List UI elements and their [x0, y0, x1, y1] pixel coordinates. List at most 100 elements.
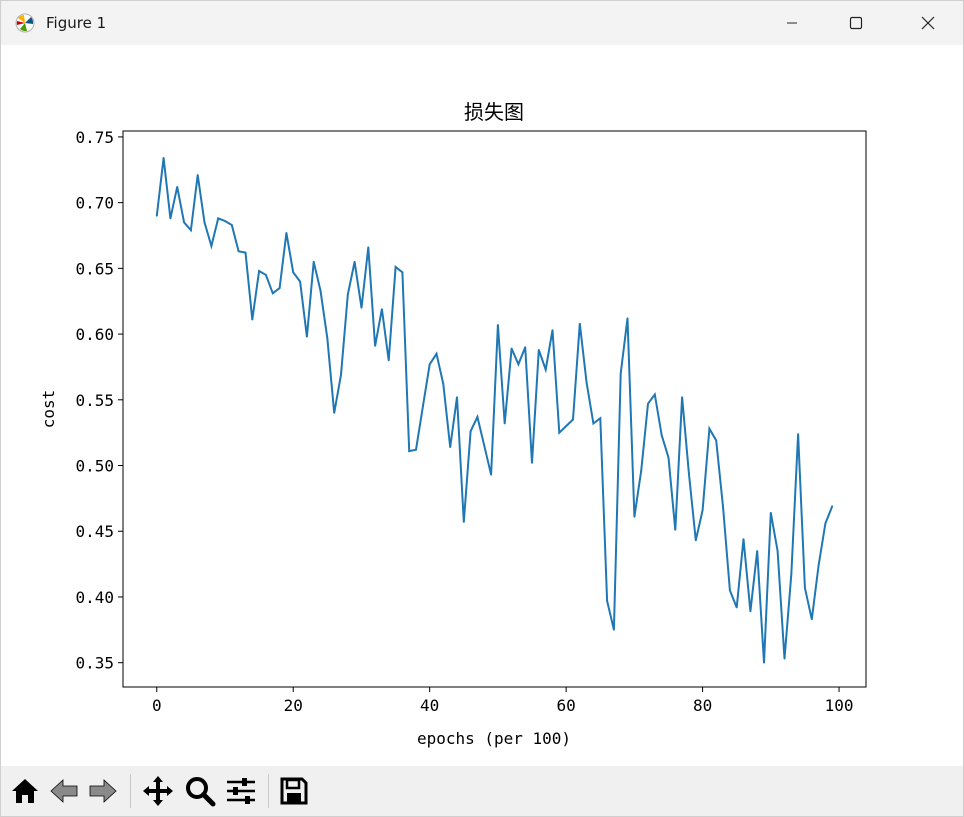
- data-point: [824, 522, 827, 525]
- forward-button[interactable]: [86, 774, 120, 808]
- data-point: [183, 221, 186, 224]
- data-point: [715, 439, 718, 442]
- data-point: [224, 220, 226, 222]
- forward-icon: [89, 779, 117, 803]
- data-point: [688, 472, 690, 475]
- data-point: [442, 383, 445, 385]
- data-point: [790, 573, 793, 576]
- data-point: [326, 337, 329, 339]
- matplotlib-logo-icon: [15, 13, 35, 33]
- data-point: [497, 324, 499, 326]
- data-point: [783, 657, 786, 660]
- y-tick-label: 0.70: [75, 194, 114, 213]
- data-point: [756, 550, 759, 552]
- home-icon: [12, 779, 38, 803]
- x-tick-label: 80: [693, 696, 712, 715]
- data-point: [340, 373, 342, 376]
- data-point: [169, 217, 172, 220]
- data-point: [749, 610, 752, 613]
- y-tick-label: 0.65: [75, 259, 114, 278]
- data-point: [490, 473, 492, 476]
- data-point: [387, 359, 390, 362]
- pan-button[interactable]: [141, 774, 175, 808]
- data-point: [708, 427, 711, 430]
- data-point: [312, 260, 315, 263]
- data-point: [640, 469, 643, 472]
- data-point: [653, 393, 656, 396]
- data-point: [483, 444, 486, 447]
- data-point: [810, 618, 813, 621]
- data-point: [230, 224, 233, 226]
- y-tick-label: 0.40: [75, 588, 114, 607]
- data-point: [271, 292, 274, 295]
- data-point: [694, 539, 697, 542]
- close-icon: [921, 16, 935, 30]
- data-point: [155, 214, 158, 217]
- data-point: [408, 450, 411, 452]
- y-tick-label: 0.60: [75, 325, 114, 344]
- series-line: [155, 157, 834, 663]
- data-point: [244, 251, 247, 254]
- y-tick-label: 0.35: [75, 654, 114, 673]
- data-point: [537, 349, 540, 351]
- data-point: [422, 405, 424, 408]
- zoom-button[interactable]: [183, 774, 217, 808]
- home-button[interactable]: [8, 774, 42, 808]
- x-axis-ticks: 0 20 40 60 80 100: [152, 687, 854, 715]
- data-point: [251, 318, 254, 321]
- data-point: [592, 422, 595, 425]
- navigation-toolbar: [1, 766, 963, 816]
- data-point: [742, 538, 745, 540]
- data-point: [667, 456, 670, 459]
- line-chart: 损失图 0 20 40 60 80 100 0.35 0.40 0.45 0.50 0.55 0.6…: [39, 100, 867, 748]
- data-point: [176, 186, 179, 188]
- configure-subplots-button[interactable]: [224, 774, 258, 808]
- data-point: [265, 274, 267, 276]
- data-point: [367, 246, 370, 249]
- data-point: [510, 347, 513, 350]
- data-point: [190, 229, 192, 232]
- plot-frame: [122, 130, 867, 688]
- maximize-button[interactable]: [833, 1, 879, 45]
- toolbar-separator: [268, 774, 269, 808]
- back-button[interactable]: [47, 774, 81, 808]
- data-point: [619, 372, 622, 375]
- minimize-button[interactable]: [769, 1, 815, 45]
- close-button[interactable]: [905, 1, 951, 45]
- data-point: [769, 511, 772, 514]
- y-tick-label: 0.75: [75, 128, 114, 147]
- data-point: [817, 564, 820, 567]
- data-point: [797, 433, 799, 435]
- data-point: [544, 368, 547, 371]
- data-point: [531, 462, 533, 464]
- data-point: [613, 628, 615, 631]
- data-point: [551, 329, 554, 331]
- data-point: [606, 600, 608, 602]
- data-point: [517, 363, 520, 366]
- data-point: [299, 280, 301, 283]
- y-tick-label: 0.55: [75, 391, 114, 410]
- save-button[interactable]: [277, 774, 311, 808]
- data-point: [578, 322, 581, 325]
- data-point: [196, 174, 199, 176]
- data-point: [374, 345, 376, 347]
- data-point: [462, 521, 465, 523]
- window-title: Figure 1: [46, 14, 107, 32]
- configure-subplots-icon: [227, 778, 255, 804]
- data-point: [722, 506, 724, 509]
- data-point: [476, 416, 479, 418]
- figure-canvas[interactable]: 损失图 0 20 40 60 80 100 0.35 0.40 0.45 0.50 0.55 0.6…: [1, 45, 963, 766]
- data-point: [763, 661, 765, 664]
- data-point: [558, 431, 561, 434]
- x-axis-label: epochs (per 100): [417, 729, 571, 748]
- data-point: [415, 448, 417, 451]
- data-point: [674, 529, 677, 531]
- data-point: [729, 589, 731, 592]
- data-point: [456, 396, 458, 399]
- data-point: [681, 396, 683, 399]
- data-point: [633, 515, 636, 518]
- data-point: [217, 217, 220, 220]
- zoom-icon: [186, 777, 216, 807]
- data-points: [155, 157, 834, 664]
